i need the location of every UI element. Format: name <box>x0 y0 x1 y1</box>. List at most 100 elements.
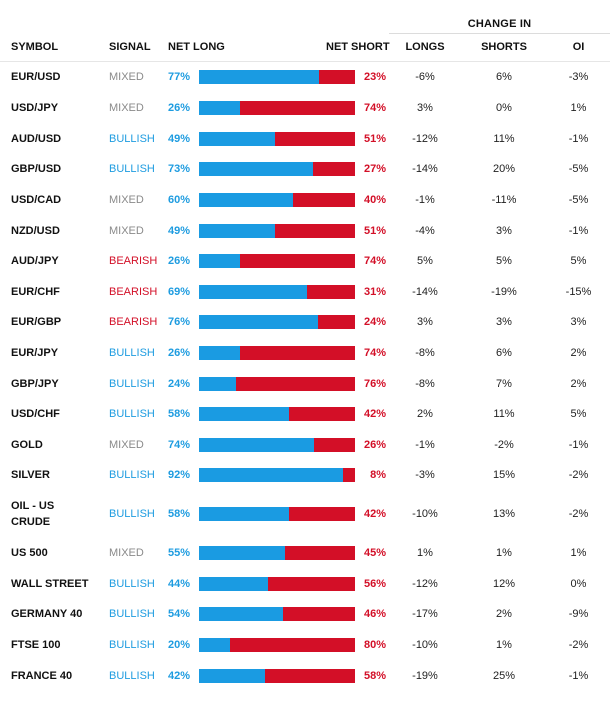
change-oi-value: -2% <box>568 508 589 520</box>
change-longs-value: 3% <box>417 102 433 114</box>
sentiment-bar-cell <box>199 631 355 659</box>
change-shorts-value: -2% <box>494 439 514 451</box>
symbol-label: FRANCE 40 <box>11 670 73 682</box>
sentiment-bar-cell <box>199 431 355 459</box>
change-oi-value: 1% <box>570 102 587 114</box>
header-longs: LONGS <box>405 41 445 53</box>
signal-label: BULLISH <box>109 133 155 145</box>
sentiment-bar-cell <box>199 570 355 598</box>
net-short-value: 74% <box>363 255 386 267</box>
change-shorts-value: 11% <box>493 133 515 145</box>
change-shorts-value: 6% <box>496 71 512 83</box>
symbol-label: USD/CHF <box>11 408 60 420</box>
net-short-bar <box>284 546 355 560</box>
net-short-bar <box>314 438 355 452</box>
net-long-bar <box>199 101 240 115</box>
signal-label: BULLISH <box>109 508 155 520</box>
change-oi-value: -9% <box>568 608 589 620</box>
change-shorts-value: 11% <box>493 408 515 420</box>
table-row: OIL - US CRUDE BULLISH 58% 42% -10% 13% -2% <box>0 494 610 534</box>
net-long-bar <box>199 407 290 421</box>
net-long-bar <box>199 607 284 621</box>
sentiment-bar <box>199 468 355 482</box>
net-short-bar <box>275 224 355 238</box>
change-shorts-value: 13% <box>492 508 516 520</box>
symbol-label: NZD/USD <box>11 225 60 237</box>
sentiment-bar <box>199 132 355 146</box>
net-short-bar <box>317 315 355 329</box>
change-oi-value: 5% <box>570 408 587 420</box>
change-oi-value: 5% <box>570 255 587 267</box>
net-long-bar <box>199 132 276 146</box>
signal-label: BULLISH <box>109 378 155 390</box>
sentiment-bar <box>199 607 355 621</box>
net-short-bar <box>239 254 355 268</box>
symbol-label: GOLD <box>11 439 43 451</box>
sentiment-bar <box>199 346 355 360</box>
symbol-label: EUR/USD <box>11 71 61 83</box>
change-shorts-value: 5% <box>496 255 512 267</box>
net-short-value: 80% <box>363 639 386 651</box>
table-row: AUD/JPY BEARISH 26% 74% 5% 5% 5% <box>0 247 610 275</box>
signal-label: BEARISH <box>109 255 158 267</box>
table-row: GBP/JPY BULLISH 24% 76% -8% 7% 2% <box>0 370 610 398</box>
change-longs-value: -10% <box>412 508 438 520</box>
symbol-label: OIL - US CRUDE <box>11 500 55 528</box>
net-long-value: 69% <box>168 286 191 298</box>
net-short-value: 24% <box>363 316 386 328</box>
sentiment-bar <box>199 377 355 391</box>
change-oi-value: -5% <box>568 163 589 175</box>
change-oi-value: -1% <box>568 225 589 237</box>
sentiment-bar <box>199 438 355 452</box>
change-oi-value: -5% <box>568 194 589 206</box>
sentiment-bar-cell <box>199 662 355 690</box>
sentiment-bar <box>199 507 355 521</box>
table-row: USD/CAD MIXED 60% 40% -1% -11% -5% <box>0 186 610 214</box>
net-long-value: 20% <box>168 639 191 651</box>
sentiment-bar <box>199 315 355 329</box>
sentiment-bar-cell <box>199 94 355 122</box>
sentiment-bar-cell <box>199 278 355 306</box>
net-short-bar <box>342 468 355 482</box>
net-long-bar <box>199 546 285 560</box>
net-short-bar <box>239 346 355 360</box>
change-oi-value: 0% <box>570 578 587 590</box>
table-row: NZD/USD MIXED 49% 51% -4% 3% -1% <box>0 217 610 245</box>
sentiment-bar-cell <box>199 539 355 567</box>
signal-label: MIXED <box>109 71 144 83</box>
symbol-label: GBP/JPY <box>11 378 59 390</box>
change-longs-value: -14% <box>412 286 438 298</box>
net-short-bar <box>289 507 355 521</box>
symbol-label: AUD/USD <box>11 133 62 145</box>
net-short-value: 51% <box>363 133 386 145</box>
net-short-bar <box>306 285 355 299</box>
net-long-bar <box>199 638 231 652</box>
change-longs-value: 3% <box>417 316 433 328</box>
change-oi-value: -15% <box>565 286 592 298</box>
change-shorts-value: 20% <box>492 163 516 175</box>
change-longs-value: 2% <box>417 408 433 420</box>
change-oi-value: 2% <box>570 378 587 390</box>
net-long-value: 42% <box>168 670 191 682</box>
signal-label: BULLISH <box>109 639 155 651</box>
change-longs-value: -12% <box>412 578 438 590</box>
header-shorts: SHORTS <box>481 41 527 53</box>
table-row: WALL STREET BULLISH 44% 56% -12% 12% 0% <box>0 570 610 598</box>
change-longs-value: -1% <box>415 194 435 206</box>
change-shorts-value: 3% <box>496 316 512 328</box>
change-shorts-value: 12% <box>492 578 516 590</box>
net-long-value: 58% <box>168 508 191 520</box>
change-longs-value: -17% <box>412 608 438 620</box>
change-shorts-value: 7% <box>496 378 512 390</box>
signal-label: BULLISH <box>109 608 155 620</box>
sentiment-bar-cell <box>199 494 355 534</box>
net-short-bar <box>239 101 355 115</box>
header-signal: SIGNAL <box>109 41 151 53</box>
signal-label: BEARISH <box>109 286 158 298</box>
change-longs-value: -10% <box>412 639 438 651</box>
net-short-value: 26% <box>363 439 386 451</box>
sentiment-bar <box>199 162 355 176</box>
net-short-value: 74% <box>363 347 386 359</box>
net-long-bar <box>199 346 240 360</box>
symbol-label: EUR/GBP <box>11 316 62 328</box>
